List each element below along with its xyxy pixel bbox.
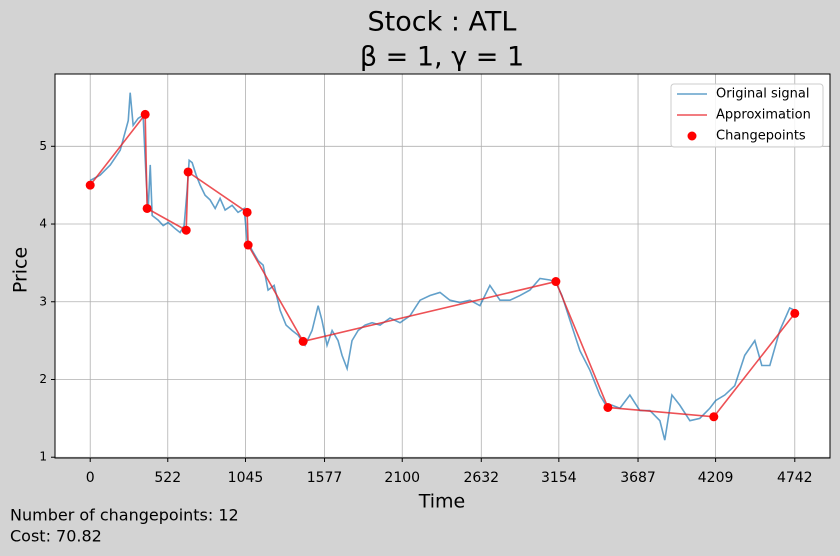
legend-label: Original signal [716,87,809,102]
changepoint [181,225,191,235]
x-tick-label: 2100 [384,470,420,486]
legend-marker [687,131,697,141]
changepoint [183,167,193,177]
annotation: Number of changepoints: 12 [10,506,239,525]
changepoint [709,412,719,422]
changepoint [551,277,561,287]
x-tick-label: 4209 [698,470,734,486]
plot-frame [54,73,831,459]
y-tick-label: 1 [39,450,47,464]
legend-label: Approximation [716,108,811,123]
x-tick-label: 0 [86,470,95,486]
y-tick-label: 5 [39,139,47,153]
annotation: Cost: 70.82 [10,527,102,546]
line [89,112,796,418]
chart-title: Stock : ATL [368,7,517,38]
x-tick-label: 1045 [228,470,264,486]
changepoint [242,207,252,217]
changepoint [140,109,150,119]
legend-label: Changepoints [716,129,806,144]
changepoint [603,402,613,412]
y-axis-label: Price [10,247,32,293]
changepoint [243,240,253,250]
changepoint [85,180,95,190]
changepoint [142,203,152,213]
legend-box [670,83,824,148]
x-axis-label: Time [418,491,466,513]
x-tick-label: 4742 [777,470,813,486]
chart-subtitle: β = 1, γ = 1 [360,42,524,73]
x-tick-label: 1577 [307,470,343,486]
changepoint [298,336,308,346]
x-tick-label: 522 [154,470,181,486]
line [89,92,796,441]
y-tick-label: 2 [39,372,47,386]
x-tick-label: 3687 [620,470,656,486]
x-tick-label: 3154 [541,470,577,486]
x-tick-label: 2632 [463,470,499,486]
y-tick-label: 3 [39,294,47,308]
changepoint [790,308,800,318]
y-tick-label: 4 [39,217,47,231]
